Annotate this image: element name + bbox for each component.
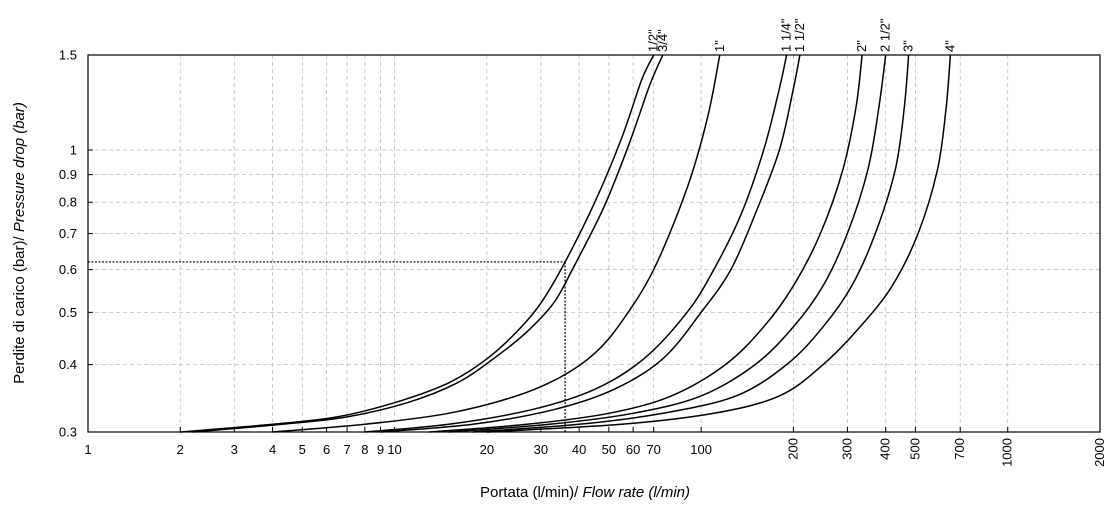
series-label: 3" [901,40,916,52]
y-tick-label: 1 [70,142,77,157]
series-curve [364,54,788,433]
x-tick-label: 7 [343,442,350,457]
x-tick-label: 6 [323,442,330,457]
x-tick-label: 9 [377,442,384,457]
x-tick-label: 200 [785,438,800,460]
series-labels: 1/2"3/4" 1" 1 1/4"1 1/2" 2" 2 1/2" 3" 4" [646,18,958,52]
x-tick-label: 400 [878,438,893,460]
series-label: 2" [854,40,869,52]
series-label: 1 1/4" [779,18,794,52]
series-curve [180,54,655,433]
series-curves [180,54,952,433]
x-tick-label: 700 [952,438,967,460]
series-curve [448,54,887,433]
y-tick-label: 0.3 [59,425,77,440]
plot-frame [87,54,1101,433]
y-axis-title: Perdite di carico (bar)/ Pressure drop (… [11,102,28,384]
series-curve [429,54,863,433]
x-tick-label: 20 [480,442,494,457]
x-tick-label: 40 [572,442,586,457]
y-tick-label: 0.4 [59,357,77,372]
x-tick-label: 2 [177,442,184,457]
x-tick-label: 60 [626,442,640,457]
x-tick-label: 4 [269,442,276,457]
series-label: 1 1/2" [792,18,807,52]
x-tick-label: 300 [839,438,854,460]
x-tick-label: 5 [299,442,306,457]
x-tick-label: 50 [602,442,616,457]
x-tick-label: 10 [387,442,401,457]
series-label: 1" [712,40,727,52]
axis-ticks: 1 2 3 4 5 6 7 8 9 10 20 30 40 50 60 70 100 200 300 400 500 70… [59,48,1105,467]
y-tick-label: 0.9 [59,167,77,182]
x-tick-label: 500 [907,438,922,460]
series-label: 1/2" [646,29,661,52]
series-curve [380,54,801,433]
x-tick-label: 1000 [1000,438,1015,467]
y-tick-label: 0.6 [59,262,77,277]
series-curve [472,54,910,433]
grid [88,55,1100,432]
y-tick-label: 0.8 [59,195,77,210]
y-tick-label: 0.5 [59,305,77,320]
example-reading [88,261,566,432]
series-label: 4" [942,40,957,52]
y-tick-label: 1.5 [59,48,77,63]
series-curve [272,54,721,433]
x-tick-label: 1 [84,442,91,457]
series-label: 2 1/2" [878,18,893,52]
series-label: 3/4" [655,29,670,52]
x-tick-label: 8 [361,442,368,457]
x-tick-label: 2000 [1092,438,1105,467]
x-tick-label: 100 [690,442,712,457]
x-axis-title: Portata (l/min)/ Flow rate (l/min) [480,484,690,501]
x-tick-label: 3 [231,442,238,457]
series-curve [486,54,952,433]
x-tick-label: 30 [534,442,548,457]
x-tick-label: 70 [646,442,660,457]
series-curve [192,54,664,433]
y-tick-label: 0.7 [59,226,77,241]
